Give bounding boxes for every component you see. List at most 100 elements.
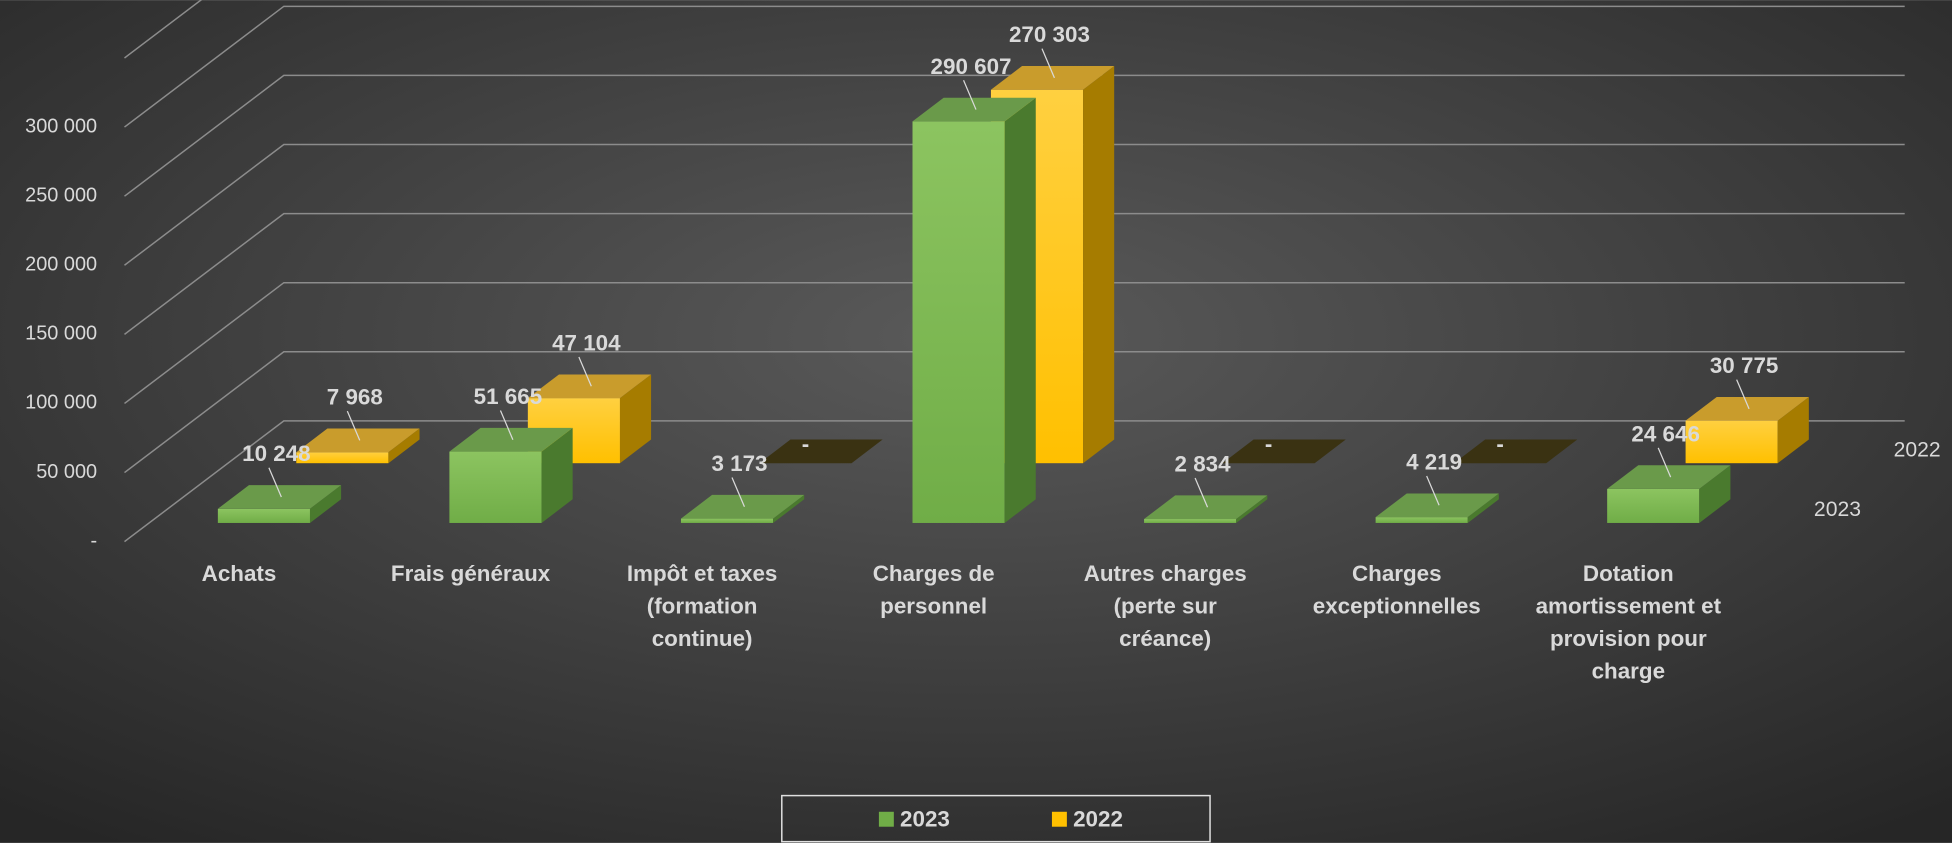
value-label: 4 219	[1406, 450, 1462, 475]
y-tick-label: 300 000	[25, 115, 97, 137]
bar-top	[1454, 439, 1578, 464]
grid-line	[124, 5, 1905, 128]
value-label: 7 968	[327, 385, 383, 410]
x-tick-label-line: Impôt et taxes	[627, 561, 778, 586]
x-tick-label: Autres charges (perte sur créance)	[1084, 561, 1247, 651]
value-label: -	[1496, 432, 1503, 457]
bar	[1375, 493, 1499, 523]
bar-side	[1777, 397, 1809, 464]
leader-line	[499, 410, 514, 440]
grid-line	[124, 351, 1905, 474]
bar-side	[388, 428, 420, 464]
value-label: 51 665	[474, 384, 542, 409]
bar-side	[1467, 493, 1499, 523]
bar-side	[1004, 97, 1036, 523]
bar-top	[1375, 493, 1499, 518]
x-tick-label-line: amortissement et	[1536, 594, 1722, 619]
value-label: 290 607	[931, 54, 1012, 79]
bar-front	[1685, 420, 1778, 464]
x-tick-label-line: Dotation	[1583, 561, 1674, 586]
value-label: -	[802, 432, 809, 457]
bar-front	[449, 451, 542, 523]
value-label: 270 303	[1009, 22, 1090, 47]
leader-line	[1736, 379, 1750, 410]
x-tick-label-line: (formation	[647, 594, 758, 619]
bar-side	[309, 485, 342, 523]
value-label: -	[1265, 432, 1272, 457]
bar-side	[619, 374, 652, 464]
leader-line	[962, 80, 977, 110]
legend-label: 2023	[900, 806, 950, 831]
bar-top	[1144, 495, 1268, 520]
bar-top	[1607, 465, 1731, 489]
value-label: 30 775	[1710, 353, 1778, 378]
leader-line	[268, 467, 282, 498]
y-tick-label: 50 000	[36, 461, 97, 483]
legend-swatch	[1051, 811, 1067, 827]
x-tick-label-line: Autres charges	[1084, 561, 1247, 586]
bar	[449, 427, 573, 523]
bar-top	[1222, 439, 1346, 464]
bar-front	[680, 518, 774, 523]
leader-line	[731, 477, 746, 507]
x-tick-label: Achats	[202, 561, 277, 586]
x-tick-label-line: (perte sur	[1114, 594, 1218, 619]
grid-line	[124, 74, 1905, 197]
bar-front	[296, 452, 389, 464]
x-tick-label-line: créance)	[1119, 626, 1211, 651]
x-tick-label: Charges de personnel	[873, 561, 995, 618]
bar	[217, 485, 342, 523]
grid-line	[124, 143, 1905, 266]
x-tick-label-line: Frais généraux	[391, 561, 551, 586]
grid-line	[124, 212, 1905, 335]
legend-label: 2022	[1073, 806, 1123, 831]
bar	[1607, 465, 1731, 523]
leader-line	[1426, 475, 1440, 506]
x-tick-label-line: Charges de	[873, 561, 995, 586]
x-tick-label-line: Achats	[202, 561, 277, 586]
y-tick-label: 150 000	[25, 323, 97, 345]
grid-line	[124, 281, 1905, 405]
bar-side	[773, 494, 805, 523]
legend-swatch	[878, 811, 894, 827]
y-tick-label: 250 000	[25, 184, 97, 206]
leader-line	[1194, 477, 1209, 508]
x-tick-label-line: personnel	[880, 594, 987, 619]
x-tick-label: Frais généraux	[391, 561, 551, 586]
leader-line	[1041, 48, 1056, 79]
bar-side	[1083, 66, 1115, 464]
bar	[296, 428, 420, 464]
legend-box	[781, 794, 1211, 843]
leader-line	[1657, 447, 1672, 478]
x-tick-label-line: continue)	[652, 626, 753, 651]
x-tick-label-line: charge	[1592, 658, 1665, 683]
x-tick-label-line: Charges	[1352, 561, 1442, 586]
bar-top	[217, 485, 342, 509]
bar	[1144, 495, 1268, 523]
bar-side	[541, 427, 573, 523]
value-label: 10 248	[242, 441, 310, 466]
bar-front	[1607, 488, 1700, 523]
bar-top	[759, 439, 883, 464]
x-tick-label: Charges exceptionnelles	[1313, 561, 1481, 618]
y-tick-label: 200 000	[25, 254, 97, 276]
grid-line	[124, 420, 1905, 543]
x-tick-label-line: provision pour	[1550, 626, 1707, 651]
bar	[1454, 439, 1578, 464]
y-tick-label: 100 000	[25, 392, 97, 414]
value-label: 2 834	[1175, 451, 1232, 476]
bar-front	[912, 121, 1005, 523]
bar-top	[527, 374, 652, 399]
bar-top	[912, 97, 1036, 122]
bar-top	[296, 428, 420, 453]
value-label: 3 173	[711, 451, 767, 476]
value-label: 47 104	[552, 331, 621, 356]
bar-top	[680, 494, 805, 519]
series-depth-label: 2023	[1814, 498, 1861, 521]
bar	[759, 439, 883, 464]
bar	[1685, 397, 1809, 464]
bar-front	[1144, 519, 1237, 523]
x-tick-label: Dotation amortissement et provision pour ch…	[1536, 561, 1722, 683]
bar-top	[449, 427, 573, 452]
